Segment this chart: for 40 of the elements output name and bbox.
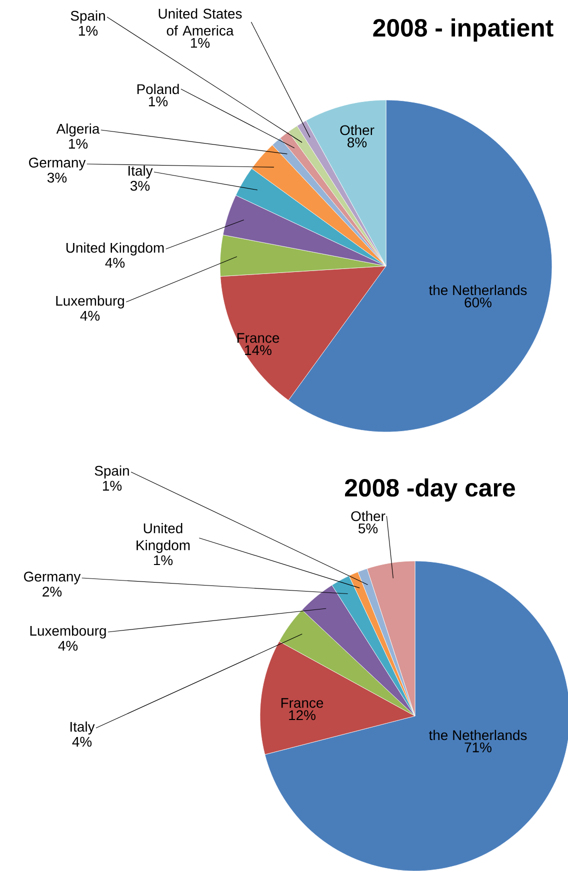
slice-label: Spain (70, 10, 105, 24)
data-label: 4% (80, 310, 100, 321)
slice-label: United States of America (158, 8, 242, 36)
data-label: 3% (130, 180, 150, 191)
slice-label: Luxemburg (56, 296, 124, 309)
slice-label: Other (340, 124, 374, 136)
data-label: 4% (58, 640, 78, 651)
data-label: 1% (190, 38, 210, 48)
data-label: 1% (78, 26, 98, 36)
chart-title: 2008 -day care (345, 478, 515, 502)
slice-label: Italy (128, 166, 153, 178)
data-label: 1% (154, 555, 173, 566)
data-label: 8% (348, 138, 367, 148)
slice-label: Algeria (56, 124, 100, 136)
data-label: 4% (105, 258, 125, 268)
data-label: 71% (464, 742, 492, 752)
data-label: 14% (245, 345, 272, 356)
slice-label: Other (351, 510, 386, 522)
chart-title: 2008 - inpatient (373, 18, 554, 42)
slice-label: United Kingdom (136, 523, 190, 553)
data-label: 4% (72, 736, 92, 747)
slice-label: Poland (137, 84, 179, 94)
slice-label: Germany (29, 158, 86, 170)
slice-label: France (237, 333, 280, 343)
slice-label: Germany (24, 572, 81, 584)
data-label: 3% (47, 172, 67, 183)
data-label: 5% (358, 524, 378, 534)
data-label: 1% (148, 96, 168, 106)
data-label: 60% (464, 298, 492, 308)
slice-label: the Netherlands (428, 284, 527, 296)
slice-label: Spain (94, 466, 129, 478)
data-label: 1% (68, 138, 88, 149)
data-label: 12% (289, 710, 316, 720)
slice-label: the Netherlands (428, 730, 527, 740)
slice-label: Luxembourg (30, 626, 106, 639)
slice-label: Italy (70, 722, 95, 734)
slice-label: France (281, 698, 324, 708)
data-label: 2% (42, 586, 62, 597)
slice-label: United Kingdom (66, 242, 164, 256)
data-label: 1% (102, 480, 122, 491)
